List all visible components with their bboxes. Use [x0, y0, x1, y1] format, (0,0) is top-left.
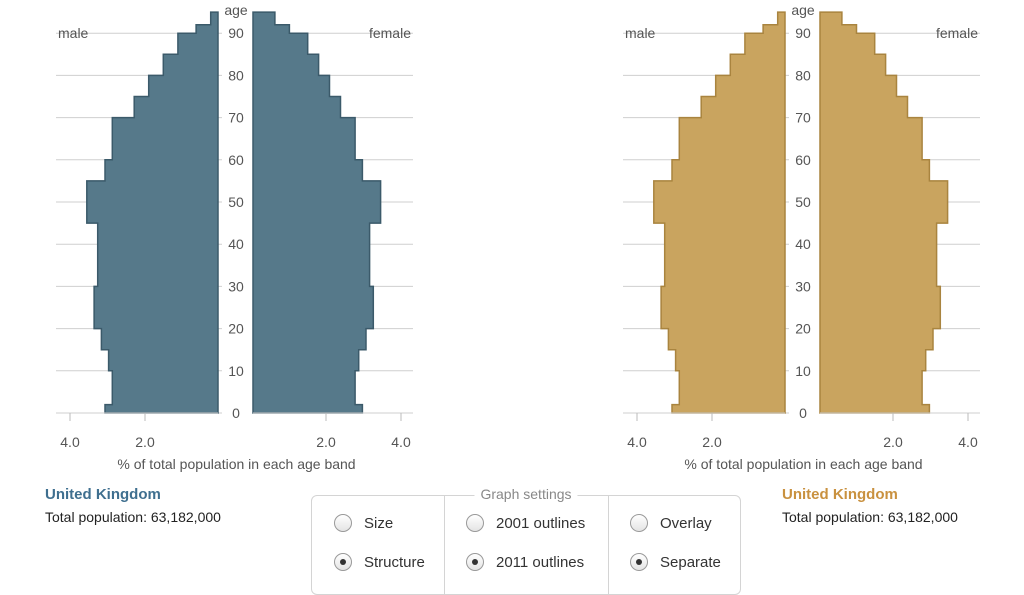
outlines-2001-radio[interactable] — [466, 514, 484, 532]
chart1-male-label: male — [58, 25, 89, 41]
outlines-2011-radio[interactable] — [466, 553, 484, 571]
outlines-2011-option[interactable]: 2011 outlines — [466, 553, 584, 571]
chart1-age-tick-label: 50 — [228, 194, 244, 210]
chart2-male-label: male — [625, 25, 656, 41]
outlines-2001-option[interactable]: 2001 outlines — [466, 514, 585, 532]
size-label: Size — [364, 514, 394, 532]
total-population-left: Total population: 63,182,000 — [45, 509, 221, 525]
chart2-female-bars — [819, 11, 949, 414]
chart1-x-tick-label: 2.0 — [316, 434, 336, 450]
overlay-option[interactable]: Overlay — [630, 514, 712, 532]
chart2-age-tick-label: 20 — [795, 321, 811, 337]
size-radio[interactable] — [334, 514, 352, 532]
country-name-left: United Kingdom — [45, 486, 161, 503]
total-population-right: Total population: 63,182,000 — [782, 509, 958, 525]
graph-settings-title: Graph settings — [474, 486, 578, 502]
chart2-age-axis-label: age — [791, 2, 815, 18]
chart2-age-tick-label: 30 — [795, 278, 811, 294]
outlines-group: 2001 outlines 2011 outlines — [444, 496, 609, 594]
chart1-age-tick-label: 30 — [228, 278, 244, 294]
outlines-2011-label: 2011 outlines — [496, 553, 585, 571]
chart2-male-bars — [653, 11, 786, 414]
chart2-age-tick-label: 70 — [795, 110, 811, 126]
chart1-female-bars — [252, 11, 382, 414]
chart1-age-tick-label: 0 — [232, 405, 240, 421]
separate-label: Separate — [660, 553, 721, 571]
chart1-x-tick-label: 4.0 — [391, 434, 411, 450]
chart2-age-tick-label: 10 — [795, 363, 811, 379]
separate-radio[interactable] — [630, 553, 648, 571]
chart1-x-tick-label: 2.0 — [135, 434, 155, 450]
chart2-age-tick-label: 40 — [795, 236, 811, 252]
chart2-x-axis-title: % of total population in each age band — [684, 456, 922, 472]
chart2-x-tick-label: 4.0 — [627, 434, 647, 450]
view-mode-group: Size Structure — [312, 496, 445, 594]
chart1-age-tick-label: 70 — [228, 110, 244, 126]
structure-option[interactable]: Structure — [334, 553, 425, 571]
chart1-age-tick-label: 60 — [228, 152, 244, 168]
chart1-age-tick-label: 90 — [228, 25, 244, 41]
chart1-age-tick-label: 80 — [228, 67, 244, 83]
size-option[interactable]: Size — [334, 514, 393, 532]
chart2-female-label: female — [936, 25, 978, 41]
chart1-age-tick-label: 40 — [228, 236, 244, 252]
chart1-age-tick-label: 20 — [228, 321, 244, 337]
overlay-label: Overlay — [660, 514, 712, 532]
chart1-female-label: female — [369, 25, 411, 41]
layout-group: Overlay Separate — [608, 496, 742, 594]
structure-label: Structure — [364, 553, 425, 571]
chart1-age-axis-label: age — [224, 2, 248, 18]
graph-settings-panel: Graph settings Size Structure 2001 outli… — [311, 486, 742, 595]
chart2-age-tick-label: 80 — [795, 67, 811, 83]
chart1-male-bars — [86, 11, 219, 414]
outlines-2001-label: 2001 outlines — [496, 514, 586, 532]
chart1-age-tick-label: 10 — [228, 363, 244, 379]
chart2-x-tick-label: 2.0 — [883, 434, 903, 450]
chart2-age-tick-label: 50 — [795, 194, 811, 210]
chart1-x-axis-title: % of total population in each age band — [117, 456, 355, 472]
structure-radio[interactable] — [334, 553, 352, 571]
chart2-x-tick-label: 4.0 — [958, 434, 978, 450]
overlay-radio[interactable] — [630, 514, 648, 532]
separate-option[interactable]: Separate — [630, 553, 721, 571]
population-pyramids: 0 10 20 30 40 50 60 70 80 90 age male female 4.0 2.0 2.… — [56, 2, 980, 472]
chart2-age-tick-label: 0 — [799, 405, 807, 421]
chart2-age-tick-label: 90 — [795, 25, 811, 41]
chart2-x-tick-label: 2.0 — [702, 434, 722, 450]
country-name-right: United Kingdom — [782, 486, 898, 503]
chart1-x-tick-label: 4.0 — [60, 434, 80, 450]
chart2-age-tick-label: 60 — [795, 152, 811, 168]
